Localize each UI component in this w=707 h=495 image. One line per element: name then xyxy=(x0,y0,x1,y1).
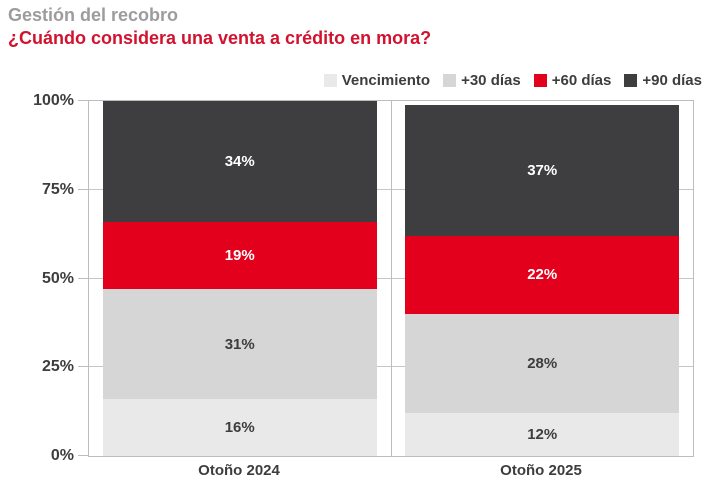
y-axis-tick-label: 0% xyxy=(50,447,74,464)
legend-label: +30 días xyxy=(461,72,521,89)
bar-segment: 37% xyxy=(405,104,680,236)
y-axis-tick-label: 25% xyxy=(41,358,74,376)
y-axis-tick-label: 50% xyxy=(41,269,74,287)
bar-segment: 34% xyxy=(102,101,377,222)
legend-item: +30 días xyxy=(443,72,521,89)
legend-label: Vencimiento xyxy=(341,72,431,89)
legend-label: +90 días xyxy=(642,72,702,89)
bar-column: 16% 31% 19% 34% xyxy=(89,101,392,456)
legend-swatch-icon xyxy=(624,74,638,87)
chart-kicker: Gestión del recobro xyxy=(8,5,179,25)
bar-segment: 19% xyxy=(102,221,377,290)
bar-value-label: 22% xyxy=(527,266,558,284)
bar-value-label: 28% xyxy=(527,355,558,373)
legend-swatch-icon xyxy=(443,74,457,87)
bar-segment: 12% xyxy=(405,413,680,456)
y-axis-tick xyxy=(78,277,88,279)
legend-item: +90 días xyxy=(624,72,702,89)
legend-swatch-icon xyxy=(533,74,547,87)
bar-value-label: 12% xyxy=(527,426,558,444)
legend-swatch-icon xyxy=(323,74,337,87)
bar-value-label: 37% xyxy=(527,161,558,179)
y-axis-tick xyxy=(78,455,88,456)
bar-value-label: 16% xyxy=(224,419,255,437)
bar-column: 12% 28% 22% 37% xyxy=(392,101,694,456)
x-axis-label: Otoño 2024 xyxy=(198,462,280,479)
x-axis-label: Otoño 2025 xyxy=(500,462,582,479)
bar-value-label: 19% xyxy=(224,246,255,264)
chart-title: ¿Cuándo considera una venta a crédito en… xyxy=(8,28,432,48)
stacked-bar: 12% 28% 22% 37% xyxy=(405,101,680,456)
legend-label: +60 días xyxy=(551,72,612,89)
y-axis-tick xyxy=(78,366,88,368)
plot-area: 16% 31% 19% 34% 12% 28% 22% 37% 0% 25% 50% 75% 100% xyxy=(33,93,694,464)
stacked-bar: 16% 31% 19% 34% xyxy=(102,101,377,456)
bar-segment: 22% xyxy=(405,235,680,315)
y-axis-tick xyxy=(78,188,88,190)
bar-columns: 16% 31% 19% 34% 12% 28% 22% 37% xyxy=(89,101,693,456)
legend-item: +60 días xyxy=(533,72,612,89)
y-axis-tick-label: 100% xyxy=(33,92,74,109)
legend-item: Vencimiento xyxy=(323,72,431,89)
bar-segment: 31% xyxy=(102,289,377,400)
y-axis-tick xyxy=(78,100,88,101)
bar-segment: 16% xyxy=(102,399,377,456)
bar-value-label: 31% xyxy=(224,335,255,353)
bar-segment: 28% xyxy=(405,314,680,414)
x-axis-labels: Otoño 2024 Otoño 2025 xyxy=(88,462,692,479)
y-axis-tick-label: 75% xyxy=(41,180,74,198)
legend: Vencimiento +30 días +60 días +90 días xyxy=(323,72,702,89)
bar-value-label: 34% xyxy=(224,152,255,170)
